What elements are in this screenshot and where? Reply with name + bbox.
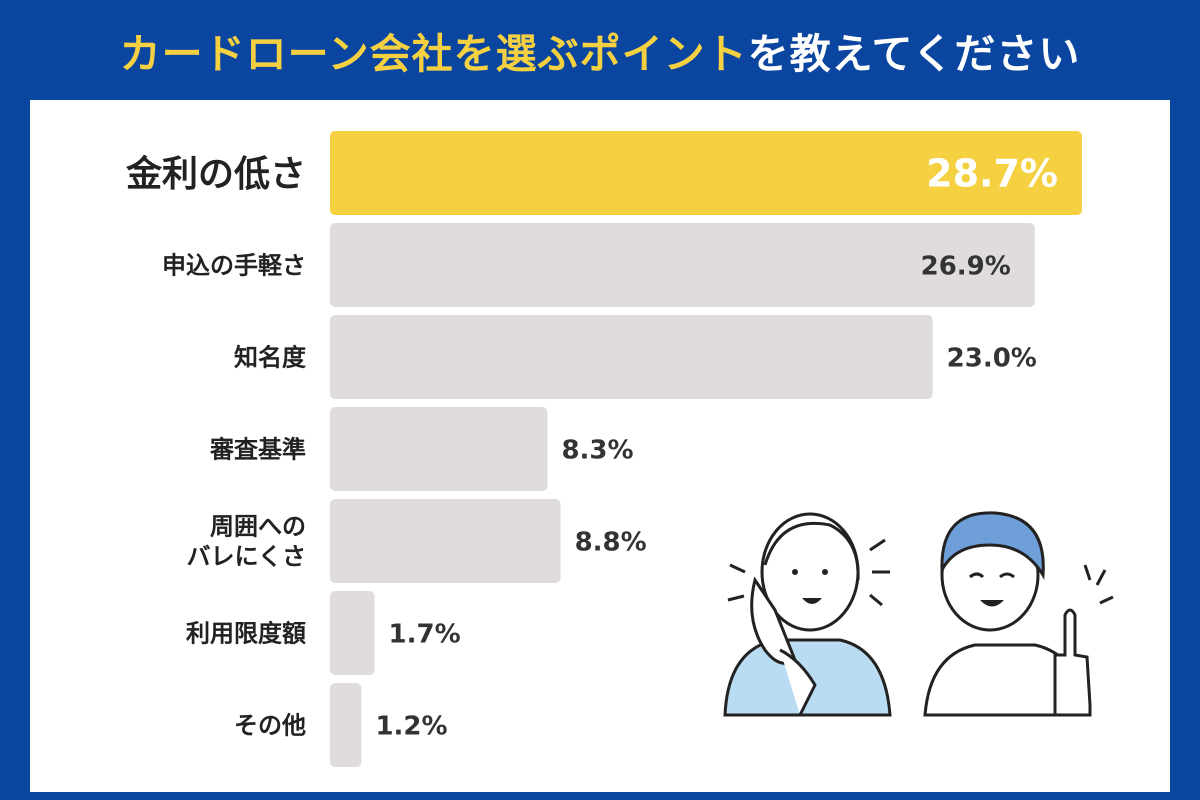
woman-pointing-up-illustration <box>923 511 1114 717</box>
bar-0 <box>330 131 1082 215</box>
value-label-5: 1.7% <box>389 619 461 649</box>
bar-2 <box>330 315 933 399</box>
value-label-3: 8.3% <box>561 435 633 465</box>
value-label-2: 23.0% <box>947 343 1037 373</box>
chart-title: カードローン会社を選ぶポイント を教えてください <box>0 0 1200 100</box>
category-label-1: 申込の手軽さ <box>162 252 306 280</box>
category-label-4: 周囲へのバレにくさ <box>186 513 306 571</box>
bar-6 <box>330 683 362 767</box>
value-label-4: 8.8% <box>575 527 647 557</box>
value-label-6: 1.2% <box>375 711 447 741</box>
chart-panel: 金利の低さ 28.7% 申込の手軽さ 26.9% 知名度 23.0% 審査基準 8.3% 周囲へ… <box>30 100 1170 792</box>
category-label-3: 審査基準 <box>209 436 306 464</box>
category-label-5: 利用限度額 <box>186 620 306 648</box>
bar-5 <box>330 591 375 675</box>
bar-1 <box>330 223 1035 307</box>
category-label-6: その他 <box>234 712 306 740</box>
bar-3 <box>330 407 548 491</box>
value-label-1: 26.9% <box>921 251 1011 281</box>
value-label-0: 28.7% <box>926 152 1058 196</box>
bar-chart: 金利の低さ 28.7% 申込の手軽さ 26.9% 知名度 23.0% 審査基準 8.3% 周囲へ… <box>125 131 1082 767</box>
category-label-2: 知名度 <box>234 344 307 372</box>
woman-on-phone-illustration <box>723 512 892 717</box>
bar-4 <box>330 499 561 583</box>
title-rest: を教えてください <box>747 30 1081 78</box>
title-highlight: カードローン会社を選ぶポイント <box>119 30 748 78</box>
category-label-0: 金利の低さ <box>125 153 306 195</box>
